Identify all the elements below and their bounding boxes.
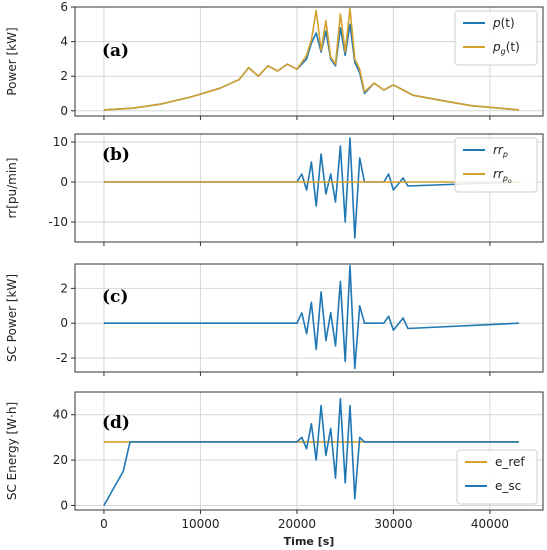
legend-entry: e_ref — [495, 455, 525, 469]
plot-frame — [74, 133, 544, 243]
x-tick-label: 0 — [100, 517, 108, 531]
legend-entry: rrpo — [493, 167, 512, 185]
panel-c: -2 0 2 SC Power [kW] (c) — [5, 263, 544, 376]
y-tick-label: 10 — [53, 135, 68, 149]
panel-tag: (d) — [102, 413, 130, 433]
y-tick-label: 2 — [60, 69, 68, 83]
plot-frame — [74, 391, 544, 511]
x-axis-label: Time [s] — [284, 535, 335, 548]
legend-entry: e_sc — [495, 479, 521, 493]
x-tick-label: 40000 — [471, 517, 509, 531]
x-tick-label: 20000 — [278, 517, 316, 531]
y-tick-label: -10 — [48, 215, 68, 229]
legend: p(t) pg(t) — [454, 10, 538, 66]
plot-frame — [74, 6, 544, 117]
x-tick-label: 30000 — [374, 517, 412, 531]
y-tick-label: 20 — [53, 453, 68, 467]
panel-d: 0 20 40 0 10000 20000 30000 40000 SC Energy [W·h… — [5, 391, 544, 548]
legend-entry: pg(t) — [492, 40, 520, 56]
y-axis-label: SC Power [kW] — [5, 274, 19, 362]
legend-entry: p(t) — [492, 16, 515, 30]
y-tick-label: 4 — [60, 35, 68, 49]
legend: rrp rrpo — [454, 137, 538, 193]
y-axis-label: SC Energy [W·h] — [5, 402, 19, 500]
y-axis-label: rr[pu/min] — [5, 158, 19, 219]
panel-b: -10 0 10 rr[pu/min] (b) rrp rrpo — [5, 133, 544, 246]
y-tick-label: 0 — [60, 498, 68, 512]
x-tick-label: 10000 — [181, 517, 219, 531]
y-tick-label: 40 — [53, 408, 68, 422]
panel-tag: (c) — [102, 287, 128, 307]
y-tick-label: -2 — [56, 351, 68, 365]
plot-frame — [74, 263, 544, 373]
y-tick-label: 0 — [60, 175, 68, 189]
y-tick-label: 2 — [60, 281, 68, 295]
series-line — [103, 264, 519, 370]
y-tick-label: 6 — [60, 0, 68, 14]
legend: e_ref e_sc — [456, 449, 538, 505]
y-axis-label: Power [kW] — [5, 27, 19, 95]
legend-box — [454, 137, 538, 193]
legend-box — [454, 10, 538, 66]
series-line — [103, 397, 519, 506]
legend-box — [456, 449, 538, 505]
panel-tag: (b) — [102, 145, 130, 165]
legend-entry: rrp — [493, 143, 508, 159]
panel-tag: (a) — [102, 41, 129, 61]
series-line — [103, 7, 519, 111]
panel-a: 0 2 4 6 Power [kW] (a) p(t) pg(t) — [5, 0, 544, 120]
y-tick-label: 0 — [60, 316, 68, 330]
y-tick-label: 0 — [60, 104, 68, 118]
